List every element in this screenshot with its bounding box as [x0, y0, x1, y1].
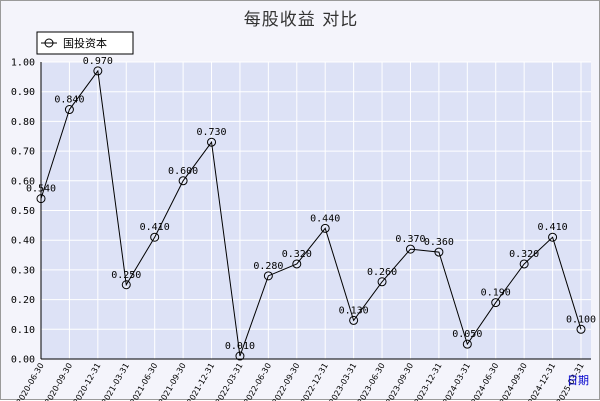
x-tick-label: 2022-06-30: [242, 362, 273, 401]
data-label: 0.320: [282, 249, 312, 260]
x-tick-label: 2022-03-31: [214, 362, 245, 401]
data-label: 0.280: [253, 261, 283, 272]
data-label: 0.320: [509, 249, 539, 260]
x-tick-label: 2021-06-30: [128, 362, 159, 401]
x-axis-title: 日期: [567, 374, 589, 387]
y-tick-label: 0.50: [11, 206, 35, 217]
y-tick-label: 0.00: [11, 355, 35, 366]
y-tick-labels: 0.000.100.200.300.400.500.600.700.800.90…: [11, 58, 35, 366]
data-label: 0.100: [566, 314, 596, 325]
y-tick-label: 0.10: [11, 325, 35, 336]
data-label: 0.360: [424, 237, 454, 248]
legend-entry-label: 国投资本: [63, 36, 107, 50]
data-label: 0.970: [83, 56, 113, 67]
data-label: 0.540: [26, 184, 56, 195]
x-tick-label: 2022-09-30: [270, 362, 301, 401]
y-tick-label: 0.90: [11, 87, 35, 98]
data-label: 0.250: [111, 270, 141, 281]
data-label: 0.260: [367, 267, 397, 278]
y-tick-label: 0.20: [11, 295, 35, 306]
y-tick-label: 0.40: [11, 236, 35, 247]
x-tick-label: 2023-06-30: [356, 362, 387, 401]
data-label: 0.730: [196, 127, 226, 138]
x-tick-label: 2024-09-30: [498, 362, 529, 401]
y-tick-label: 0.80: [11, 117, 35, 128]
x-tick-label: 2023-12-31: [413, 362, 444, 401]
data-label: 0.050: [452, 329, 482, 340]
data-label: 0.410: [538, 222, 568, 233]
x-tick-label: 2023-03-31: [327, 362, 358, 401]
x-tick-label: 2020-12-31: [72, 362, 103, 401]
x-tick-label: 2020-06-30: [15, 362, 46, 401]
data-label: 0.440: [310, 213, 340, 224]
data-label: 0.130: [339, 305, 369, 316]
x-tick-labels: 2020-06-302020-09-302020-12-312021-03-31…: [15, 361, 586, 401]
x-tick-label: 2021-09-30: [157, 362, 188, 401]
x-tick-label: 2020-09-30: [43, 362, 74, 401]
data-label: 0.840: [54, 95, 84, 106]
x-tick-label: 2022-12-31: [299, 362, 330, 401]
y-tick-label: 1.00: [11, 58, 35, 69]
x-tick-label: 2024-03-31: [441, 362, 472, 401]
legend[interactable]: 国投资本: [37, 32, 133, 54]
data-label: 0.370: [395, 234, 425, 245]
data-label: 0.190: [481, 288, 511, 299]
x-tick-label: 2023-09-30: [384, 362, 415, 401]
y-tick-label: 0.30: [11, 265, 35, 276]
x-tick-label: 2024-06-30: [469, 361, 500, 401]
data-label: 0.410: [140, 222, 170, 233]
data-label: 0.600: [168, 166, 198, 177]
data-label: 0.010: [225, 341, 255, 352]
x-tick-label: 2024-12-31: [526, 362, 557, 401]
x-tick-label: 2021-12-31: [185, 362, 216, 401]
y-tick-label: 0.70: [11, 147, 35, 158]
x-tick-label: 2021-03-31: [100, 362, 131, 401]
